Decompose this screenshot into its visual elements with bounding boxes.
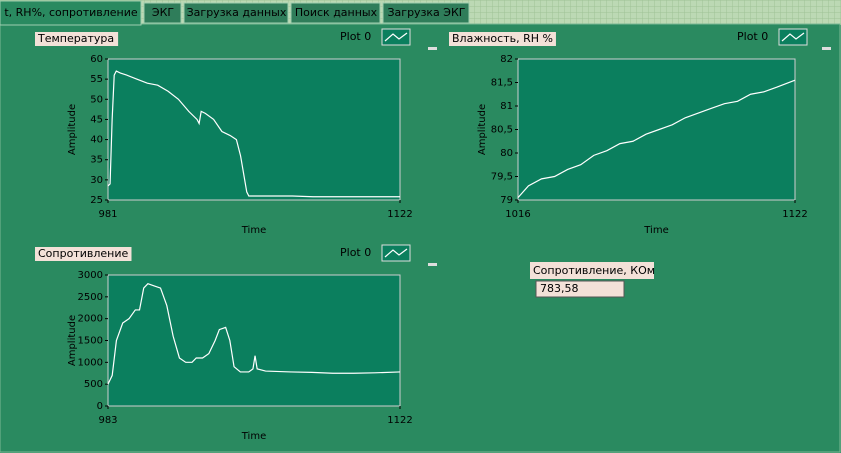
y-tick-label: 82 <box>500 54 513 65</box>
x-tick-label: 1122 <box>387 209 412 220</box>
y-tick-label: 0 <box>97 401 103 412</box>
y-tick-label: 3000 <box>78 270 103 281</box>
legend-swatch <box>781 32 805 42</box>
y-tick-label: 50 <box>90 94 103 105</box>
y-tick-label: 80 <box>500 148 513 159</box>
plot-area <box>107 274 401 407</box>
x-axis-label: Time <box>241 225 266 236</box>
x-tick-label: 1122 <box>782 209 807 220</box>
y-tick-label: 500 <box>84 379 103 390</box>
indicator-value: 783,58 <box>540 282 579 295</box>
legend-label: Plot 0 <box>340 30 371 43</box>
y-tick-label: 1000 <box>78 357 103 368</box>
tab[interactable] <box>183 2 289 24</box>
scroll-button[interactable] <box>428 47 437 50</box>
scroll-button[interactable] <box>822 47 831 50</box>
y-tick-label: 2500 <box>78 292 103 303</box>
tab-label[interactable]: t, RH%, сопротивление <box>4 6 138 19</box>
chart-title: Температура <box>37 32 114 45</box>
indicator-box <box>535 280 625 298</box>
scroll-button[interactable] <box>428 263 437 266</box>
tab[interactable] <box>143 2 182 24</box>
indicator-label: Сопротивление, КОм <box>533 264 655 277</box>
y-tick-label: 40 <box>90 135 103 146</box>
legend-label: Plot 0 <box>737 30 768 43</box>
legend-label: Plot 0 <box>340 246 371 259</box>
tab-label[interactable]: Поиск данных <box>295 6 378 19</box>
chart-title-bg <box>35 247 132 261</box>
chart-title-bg <box>449 32 556 46</box>
y-tick-label: 81 <box>500 101 513 112</box>
indicator-label-bg <box>530 262 654 279</box>
x-axis-label: Time <box>643 225 668 236</box>
y-tick-label: 79 <box>500 195 513 206</box>
tab-label[interactable]: ЭКГ <box>152 6 174 19</box>
legend-swatch <box>384 248 408 258</box>
chart-title-bg <box>35 32 119 46</box>
y-tick-label: 1500 <box>78 336 103 347</box>
plot-area <box>107 58 401 201</box>
y-tick-label: 45 <box>90 114 103 125</box>
tab-active[interactable] <box>0 0 142 26</box>
x-tick-label: 1122 <box>387 415 412 426</box>
tab[interactable] <box>382 2 470 24</box>
y-tick-label: 55 <box>90 74 103 85</box>
tab-label[interactable]: Загрузка ЭКГ <box>388 6 466 19</box>
x-tick-label: 981 <box>98 209 117 220</box>
data-line <box>517 79 796 199</box>
chart-title: Сопротивление <box>38 247 128 260</box>
y-axis-label: Amplitude <box>67 315 78 366</box>
plot-area <box>517 58 796 201</box>
y-tick-label: 2000 <box>78 314 103 325</box>
x-tick-label: 1016 <box>505 209 530 220</box>
y-tick-label: 81,5 <box>491 78 513 89</box>
data-line <box>107 283 401 385</box>
y-tick-label: 30 <box>90 175 103 186</box>
y-tick-label: 35 <box>90 155 103 166</box>
y-tick-label: 60 <box>90 54 103 65</box>
y-tick-label: 25 <box>90 195 103 206</box>
y-tick-label: 80,5 <box>491 125 513 136</box>
y-axis-label: Amplitude <box>67 104 78 155</box>
y-tick-label: 79,5 <box>491 172 513 183</box>
tab-label[interactable]: Загрузка данных <box>187 6 287 19</box>
legend-swatch <box>384 32 408 42</box>
data-line <box>107 70 400 198</box>
chart-title: Влажность, RH % <box>452 32 553 45</box>
y-axis-label: Amplitude <box>477 104 488 155</box>
x-axis-label: Time <box>241 431 266 442</box>
x-tick-label: 983 <box>98 415 117 426</box>
tab[interactable] <box>290 2 381 24</box>
